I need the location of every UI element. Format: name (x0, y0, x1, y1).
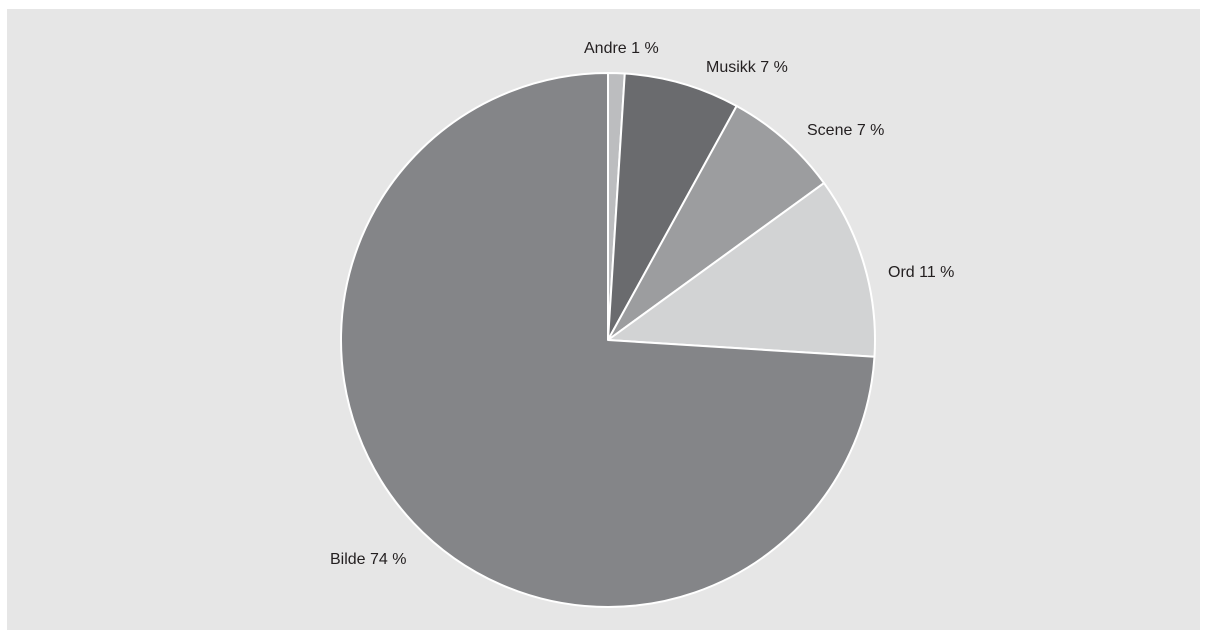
chart-panel: Andre 1 % Musikk 7 % Scene 7 % Ord 11 % Bild… (7, 9, 1200, 630)
slice-label-4: Ord 11 % (888, 264, 954, 281)
slice-label-2: Musikk 7 % (706, 59, 788, 76)
pie-slice-2 (607, 72, 738, 341)
pie-slices (339, 72, 876, 608)
slice-label-5: Bilde 74 % (330, 551, 407, 568)
slice-label-3: Scene 7 % (807, 122, 884, 139)
pie-chart: Andre 1 % Musikk 7 % Scene 7 % Ord 11 % Bild… (330, 40, 954, 608)
pie-slice-3 (607, 105, 826, 341)
pie-slice-5 (339, 72, 876, 608)
slice-label-1: Andre 1 % (584, 40, 659, 57)
pie-labels: Andre 1 % Musikk 7 % Scene 7 % Ord 11 % Bild… (330, 40, 954, 568)
pie-slice-4 (607, 182, 876, 358)
